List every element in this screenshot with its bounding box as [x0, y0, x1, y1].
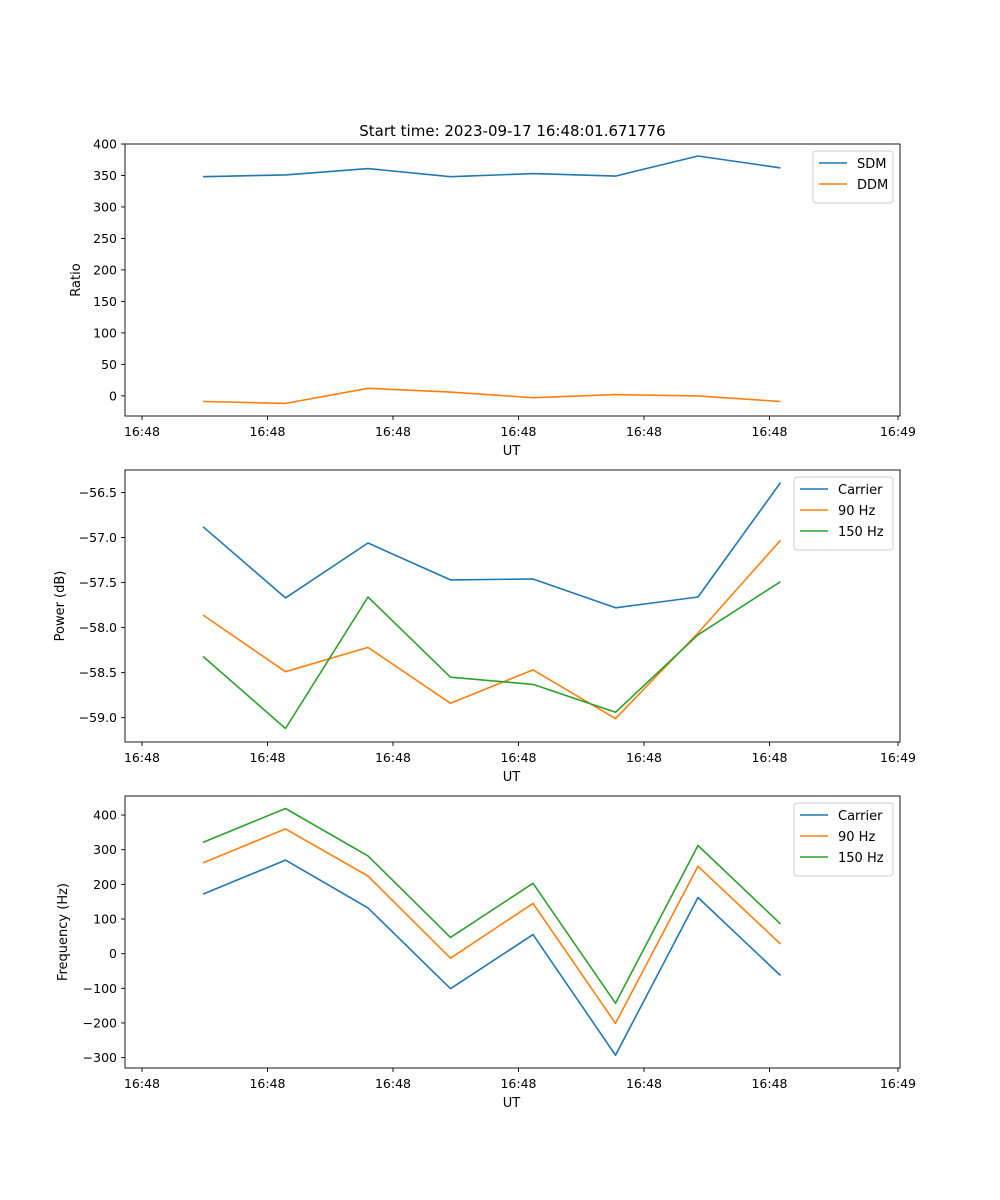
y-tick-label: 100	[93, 912, 117, 927]
y-tick-label: −57.5	[79, 575, 117, 590]
x-tick-label: 16:48	[500, 750, 536, 765]
x-tick-label: 16:49	[880, 424, 916, 439]
legend-label: SDM	[857, 157, 886, 172]
y-tick-label: −200	[83, 1015, 117, 1030]
legend-label: 150 Hz	[838, 525, 884, 540]
y-tick-label: 200	[93, 262, 117, 277]
series-line-150-hz	[202, 581, 781, 730]
axes-frame	[124, 795, 901, 1069]
legend-label: DDM	[857, 178, 888, 193]
x-tick-label: 16:48	[500, 1076, 536, 1091]
x-tick-label: 16:48	[500, 424, 536, 439]
y-tick-label: 250	[93, 231, 117, 246]
x-tick-label: 16:48	[249, 750, 285, 765]
axes-frame	[124, 469, 901, 743]
legend-box	[812, 150, 894, 204]
y-tick-label: −100	[83, 981, 117, 996]
x-tick-label: 16:48	[249, 424, 285, 439]
y-tick-label: −300	[83, 1050, 117, 1065]
x-tick-label: 16:48	[124, 424, 160, 439]
y-tick-label: −58.0	[79, 620, 117, 635]
y-tick-label: 300	[93, 842, 117, 857]
x-axis-label: UT	[503, 1096, 521, 1111]
chart-title: Start time: 2023-09-17 16:48:01.671776	[359, 122, 665, 140]
y-tick-label: −58.5	[79, 665, 117, 680]
y-tick-label: 0	[109, 388, 117, 403]
x-tick-label: 16:48	[375, 1076, 411, 1091]
x-axis-label: UT	[503, 770, 521, 785]
y-tick-label: 300	[93, 199, 117, 214]
y-axis-label: Frequency (Hz)	[56, 883, 71, 981]
legend-label: Carrier	[838, 809, 883, 824]
y-axis-label: Power (dB)	[53, 571, 68, 642]
y-tick-label: −57.0	[79, 530, 117, 545]
x-tick-label: 16:48	[249, 1076, 285, 1091]
y-tick-label: 100	[93, 325, 117, 340]
y-tick-label: −59.0	[79, 710, 117, 725]
series-line-ddm	[202, 387, 781, 405]
x-axis-label: UT	[503, 444, 521, 459]
y-tick-label: 400	[93, 808, 117, 823]
y-tick-label: −56.5	[79, 485, 117, 500]
y-axis-label: Ratio	[69, 263, 84, 296]
x-tick-label: 16:49	[880, 750, 916, 765]
axes-frame	[124, 143, 901, 417]
y-tick-label: 400	[93, 137, 117, 152]
series-line-carrier	[202, 482, 782, 609]
x-tick-label: 16:48	[626, 1076, 662, 1091]
x-tick-label: 16:49	[880, 1076, 916, 1091]
series-line-carrier	[202, 859, 782, 1056]
series-line-90-hz	[202, 828, 782, 1025]
series-line-sdm	[202, 155, 781, 178]
y-tick-label: 150	[93, 294, 117, 309]
x-tick-label: 16:48	[124, 750, 160, 765]
y-tick-label: 350	[93, 168, 117, 183]
legend-label: Carrier	[838, 483, 883, 498]
x-tick-label: 16:48	[124, 1076, 160, 1091]
x-tick-label: 16:48	[751, 750, 787, 765]
y-tick-label: 50	[101, 357, 117, 372]
legend-label: 150 Hz	[838, 851, 884, 866]
y-tick-label: 200	[93, 877, 117, 892]
x-tick-label: 16:48	[375, 750, 411, 765]
legend-label: 90 Hz	[838, 504, 875, 519]
x-tick-label: 16:48	[751, 1076, 787, 1091]
series-line-150-hz	[202, 807, 782, 1005]
x-tick-label: 16:48	[626, 424, 662, 439]
y-tick-label: 0	[109, 946, 117, 961]
x-tick-label: 16:48	[626, 750, 662, 765]
x-tick-label: 16:48	[751, 424, 787, 439]
x-tick-label: 16:48	[375, 424, 411, 439]
legend-label: 90 Hz	[838, 830, 875, 845]
